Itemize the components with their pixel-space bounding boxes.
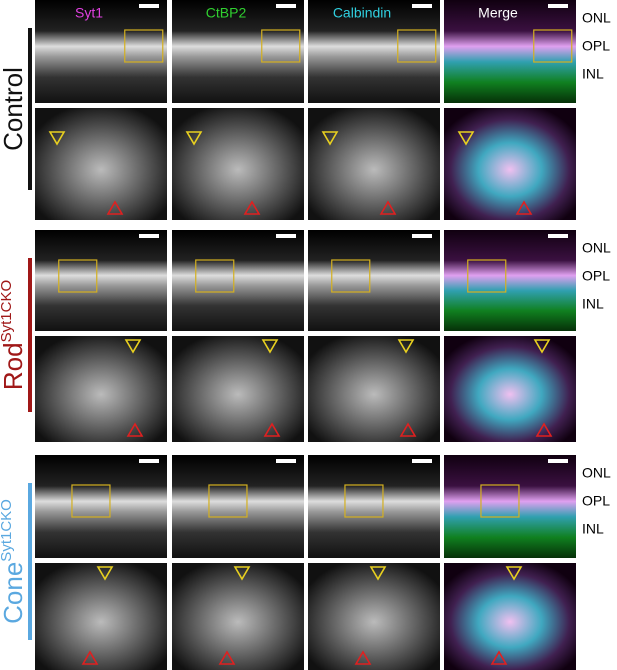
- roi-box: [124, 29, 164, 63]
- layer-label: ONL: [582, 465, 611, 481]
- red-arrowhead: [515, 200, 533, 215]
- yellow-arrowhead: [397, 339, 415, 354]
- image-panel: [444, 455, 576, 558]
- yellow-arrowhead: [261, 339, 279, 354]
- roi-box: [261, 29, 301, 63]
- scale-bar: [276, 234, 296, 238]
- yellow-arrowhead: [96, 566, 114, 581]
- yellow-arrowhead: [48, 131, 66, 146]
- scale-bar: [139, 234, 159, 238]
- scale-bar: [139, 4, 159, 8]
- roi-box: [71, 484, 111, 518]
- zoom-panel: [172, 108, 304, 220]
- zoom-panel: [444, 563, 576, 670]
- yellow-arrowhead: [321, 131, 339, 146]
- row-label-superscript: Syt1CKO: [0, 280, 15, 343]
- image-panel: [35, 0, 167, 103]
- image-panel: [35, 455, 167, 558]
- layer-label: INL: [582, 66, 604, 82]
- image-panel: [444, 230, 576, 331]
- column-header: CtBP2: [206, 5, 247, 21]
- red-arrowhead: [535, 422, 553, 437]
- scale-bar: [548, 459, 568, 463]
- layer-label: OPL: [582, 268, 610, 284]
- layer-label: INL: [582, 521, 604, 537]
- roi-box: [195, 259, 235, 293]
- red-arrowhead: [490, 650, 508, 665]
- zoom-panel: [308, 563, 440, 670]
- image-panel: [172, 455, 304, 558]
- red-arrowhead: [218, 650, 236, 665]
- zoom-panel: [35, 563, 167, 670]
- red-arrowhead: [106, 200, 124, 215]
- roi-box: [533, 29, 573, 63]
- roi-box: [397, 29, 437, 63]
- scale-bar: [412, 234, 432, 238]
- zoom-panel: [308, 336, 440, 442]
- roi-box: [344, 484, 384, 518]
- layer-label: ONL: [582, 240, 611, 256]
- image-panel: [308, 230, 440, 331]
- zoom-panel: [172, 336, 304, 442]
- layer-label: ONL: [582, 10, 611, 26]
- yellow-arrowhead: [505, 566, 523, 581]
- row-label-main: Cone: [0, 562, 28, 624]
- yellow-arrowhead: [124, 339, 142, 354]
- red-arrowhead: [81, 650, 99, 665]
- roi-box: [208, 484, 248, 518]
- yellow-arrowhead: [185, 131, 203, 146]
- red-arrowhead: [354, 650, 372, 665]
- scale-bar: [276, 4, 296, 8]
- scale-bar: [548, 4, 568, 8]
- column-header: Merge: [478, 5, 518, 21]
- roi-box: [467, 259, 507, 293]
- red-arrowhead: [243, 200, 261, 215]
- zoom-panel: [444, 108, 576, 220]
- scale-bar: [412, 4, 432, 8]
- image-panel: [308, 455, 440, 558]
- roi-box: [58, 259, 98, 293]
- group-bar: [28, 28, 32, 190]
- scale-bar: [139, 459, 159, 463]
- zoom-panel: [172, 563, 304, 670]
- red-arrowhead: [379, 200, 397, 215]
- yellow-arrowhead: [369, 566, 387, 581]
- row-label-main: Control: [0, 67, 28, 151]
- scale-bar: [412, 459, 432, 463]
- row-label: RodSyt1CKO: [0, 280, 28, 390]
- scale-bar: [548, 234, 568, 238]
- column-header: Calbindin: [333, 5, 391, 21]
- row-label-superscript: Syt1CKO: [0, 499, 15, 562]
- image-panel: [172, 230, 304, 331]
- row-label: Control: [0, 67, 28, 151]
- zoom-panel: [35, 108, 167, 220]
- row-label-main: Rod: [0, 342, 28, 390]
- layer-label: OPL: [582, 493, 610, 509]
- image-panel: [444, 0, 576, 103]
- zoom-panel: [308, 108, 440, 220]
- zoom-panel: [35, 336, 167, 442]
- image-panel: [35, 230, 167, 331]
- image-panel: [172, 0, 304, 103]
- row-label: ConeSyt1CKO: [0, 499, 28, 624]
- yellow-arrowhead: [233, 566, 251, 581]
- red-arrowhead: [263, 422, 281, 437]
- yellow-arrowhead: [457, 131, 475, 146]
- roi-box: [331, 259, 371, 293]
- layer-label: INL: [582, 296, 604, 312]
- image-panel: [308, 0, 440, 103]
- column-header: Syt1: [75, 5, 103, 21]
- layer-label: OPL: [582, 38, 610, 54]
- group-bar: [28, 483, 32, 640]
- group-bar: [28, 258, 32, 412]
- red-arrowhead: [399, 422, 417, 437]
- roi-box: [480, 484, 520, 518]
- zoom-panel: [444, 336, 576, 442]
- scale-bar: [276, 459, 296, 463]
- red-arrowhead: [126, 422, 144, 437]
- yellow-arrowhead: [533, 339, 551, 354]
